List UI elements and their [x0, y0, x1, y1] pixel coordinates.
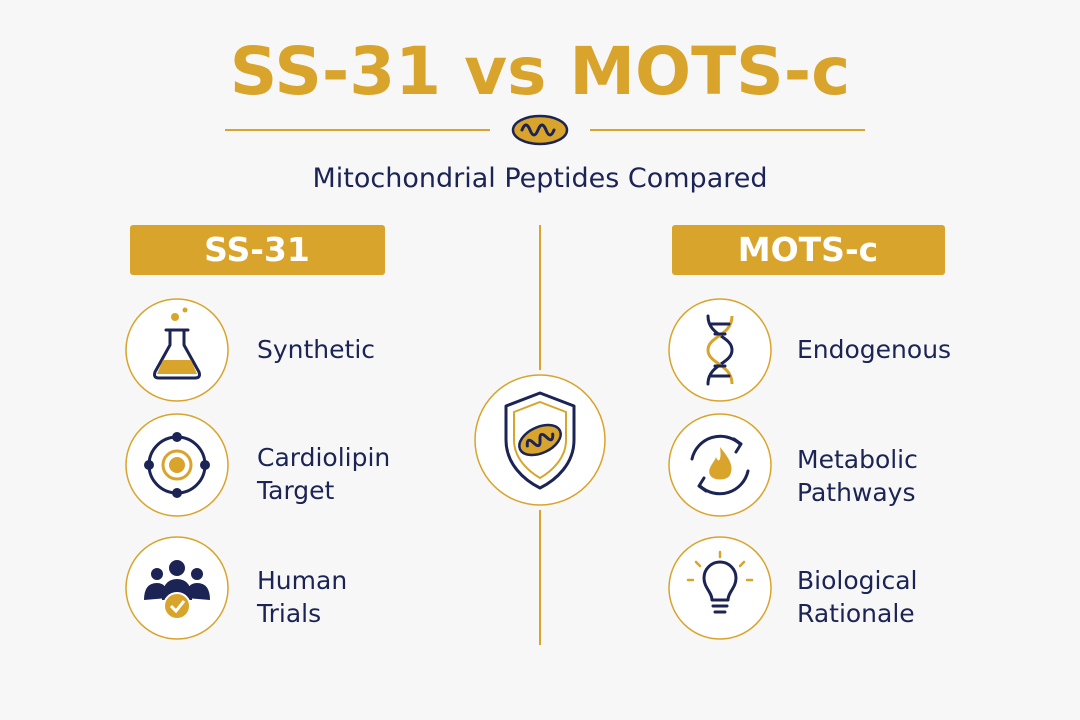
dna-icon	[668, 298, 772, 402]
header-box	[672, 225, 945, 275]
label-line: Biological	[797, 566, 917, 595]
item-label: Synthetic	[257, 335, 375, 364]
flask-icon	[125, 298, 229, 402]
item-label: Metabolic Pathways	[797, 445, 918, 507]
left-header: SS-31	[204, 230, 310, 269]
label-line: Trials	[256, 599, 321, 628]
subtitle: Mitochondrial Peptides Compared	[312, 163, 767, 194]
label-line: Human	[257, 566, 347, 595]
label-line: Cardiolipin	[257, 443, 390, 472]
right-header: MOTS-c	[738, 230, 878, 269]
label-line: Rationale	[797, 599, 915, 628]
label-line: Pathways	[797, 478, 916, 507]
bulb-icon	[668, 536, 772, 640]
item-label: Biological Rationale	[797, 566, 917, 628]
label-line: Metabolic	[797, 445, 918, 474]
header-box	[130, 225, 385, 275]
shield-icon	[474, 374, 606, 506]
title: SS-31 vs MOTS-c	[230, 33, 850, 110]
item-label: Endogenous	[797, 335, 951, 364]
label-line: Synthetic	[257, 335, 375, 364]
mito-icon	[511, 114, 569, 146]
item-label: Human Trials	[256, 566, 347, 628]
people-icon	[125, 536, 229, 640]
label-line: Endogenous	[797, 335, 951, 364]
target-icon	[125, 413, 229, 517]
metabolic-icon	[668, 413, 772, 517]
label-line: Target	[256, 476, 335, 505]
item-label: Cardiolipin Target	[256, 443, 390, 505]
